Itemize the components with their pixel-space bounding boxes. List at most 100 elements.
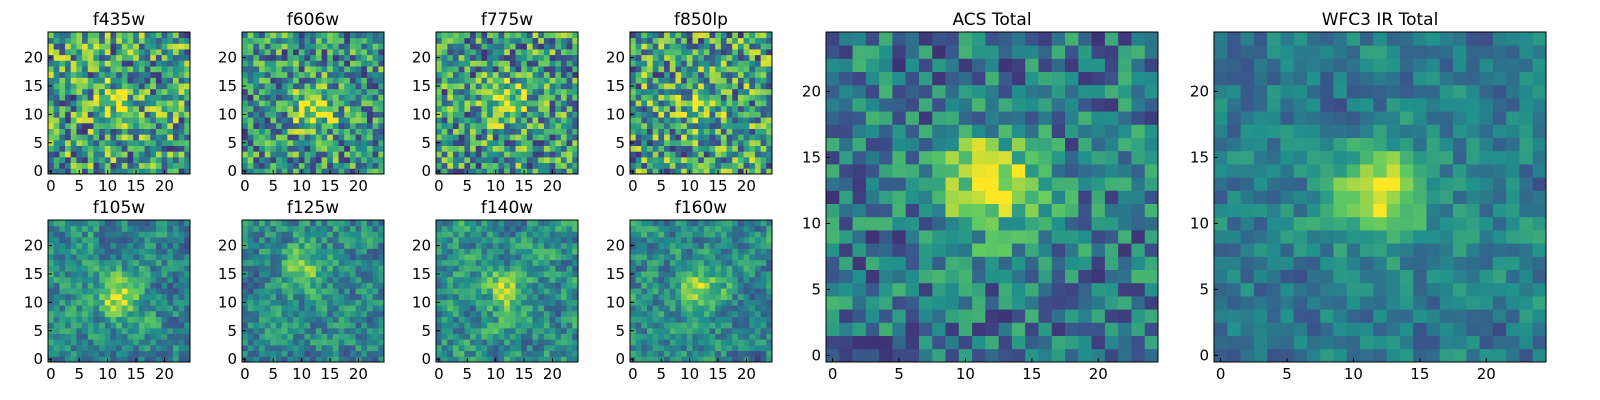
heatmap-cell — [298, 32, 305, 39]
heatmap-cell — [287, 356, 294, 363]
heatmap-cell — [658, 60, 665, 67]
heatmap-cell — [361, 282, 368, 289]
heatmap-cell — [635, 305, 642, 312]
heatmap-cell — [630, 49, 637, 56]
heatmap-cell — [127, 66, 134, 73]
heatmap-cell — [70, 139, 77, 146]
heatmap-cell — [732, 145, 739, 152]
heatmap-cell — [766, 100, 773, 107]
heatmap-cell — [692, 344, 699, 352]
heatmap-cell — [338, 242, 345, 249]
heatmap-cell — [543, 162, 550, 169]
heatmap-cell — [635, 100, 642, 107]
heatmap-cell — [293, 322, 300, 329]
heatmap-cell — [48, 88, 55, 95]
heatmap-cell — [178, 66, 185, 73]
heatmap-cell — [298, 60, 305, 67]
heatmap-cell — [492, 339, 499, 346]
heatmap-cell — [669, 156, 676, 164]
heatmap-cell — [167, 356, 174, 363]
heatmap-cell — [116, 60, 123, 67]
heatmap-cell — [247, 60, 254, 67]
heatmap-cell — [526, 305, 533, 312]
heatmap-cell — [658, 100, 665, 107]
heatmap-cell — [669, 151, 676, 158]
heatmap-cell — [664, 265, 671, 272]
heatmap-cell — [647, 77, 654, 84]
heatmap-cell — [458, 259, 465, 266]
heatmap-cell — [743, 156, 750, 164]
heatmap-cell — [247, 344, 254, 352]
heatmap-cell — [138, 139, 145, 146]
heatmap-cell — [492, 350, 499, 357]
heatmap-cell — [144, 88, 151, 95]
heatmap-cell — [349, 220, 356, 227]
heatmap-cell — [669, 60, 676, 67]
heatmap-cell — [93, 60, 100, 67]
heatmap-cell — [82, 344, 89, 352]
heatmap-cell — [647, 265, 654, 272]
heatmap-cell — [332, 299, 339, 306]
heatmap-cell — [720, 259, 727, 266]
heatmap-cell — [760, 139, 767, 146]
heatmap-cell — [555, 276, 562, 283]
heatmap-cell — [315, 344, 322, 352]
heatmap-cell — [532, 83, 539, 90]
heatmap-cell — [464, 248, 471, 255]
heatmap-cell — [53, 293, 60, 300]
heatmap-cell — [436, 339, 443, 346]
heatmap-cell — [766, 128, 773, 135]
heatmap-cell — [504, 156, 511, 164]
heatmap-cell — [743, 122, 750, 129]
heatmap-cell — [658, 156, 665, 164]
heatmap-cell — [144, 49, 151, 56]
heatmap-cell — [686, 60, 693, 67]
heatmap-cell — [281, 259, 288, 266]
heatmap-cell — [355, 134, 362, 141]
heatmap-cell — [155, 276, 162, 283]
heatmap-cell — [720, 156, 727, 164]
heatmap-cell — [686, 162, 693, 169]
heatmap-cell — [304, 344, 311, 352]
heatmap-cell — [464, 128, 471, 135]
heatmap-cell — [161, 327, 168, 334]
heatmap-cell — [99, 66, 106, 73]
heatmap-cell — [242, 225, 249, 232]
heatmap-cell — [70, 83, 77, 90]
heatmap-cell — [281, 356, 288, 363]
heatmap-cell — [703, 339, 710, 346]
heatmap-cell — [87, 231, 94, 238]
heatmap-cell — [464, 327, 471, 334]
heatmap-cell — [53, 83, 60, 90]
heatmap-cell — [127, 305, 134, 312]
heatmap-cell — [133, 316, 140, 323]
heatmap-cell — [133, 111, 140, 118]
heatmap-cell — [538, 225, 545, 232]
heatmap-cell — [515, 339, 522, 346]
heatmap-cell — [630, 344, 637, 352]
heatmap-cell — [560, 145, 568, 152]
heatmap-cell — [121, 322, 128, 329]
heatmap-cell — [76, 77, 83, 84]
heatmap-cell — [492, 231, 499, 238]
heatmap-cell — [121, 225, 128, 232]
heatmap-cell — [509, 299, 516, 306]
heatmap-cell — [76, 122, 83, 129]
heatmap-cell — [253, 265, 260, 272]
heatmap-cell — [366, 310, 374, 317]
heatmap-cell — [82, 322, 89, 329]
heatmap-cell — [253, 168, 260, 175]
heatmap-cell — [349, 288, 356, 295]
heatmap-cell — [372, 339, 379, 346]
heatmap-cell — [253, 71, 260, 78]
heatmap-cell — [315, 122, 322, 129]
heatmap-cell — [498, 231, 505, 238]
heatmap-cell — [509, 288, 516, 295]
heatmap-cell — [155, 37, 162, 44]
heatmap-cell — [566, 299, 573, 306]
heatmap-cell — [560, 88, 568, 95]
heatmap-cell — [315, 66, 322, 73]
heatmap-cell — [647, 310, 654, 317]
heatmap-cell — [698, 162, 705, 169]
heatmap-cell — [127, 276, 134, 283]
